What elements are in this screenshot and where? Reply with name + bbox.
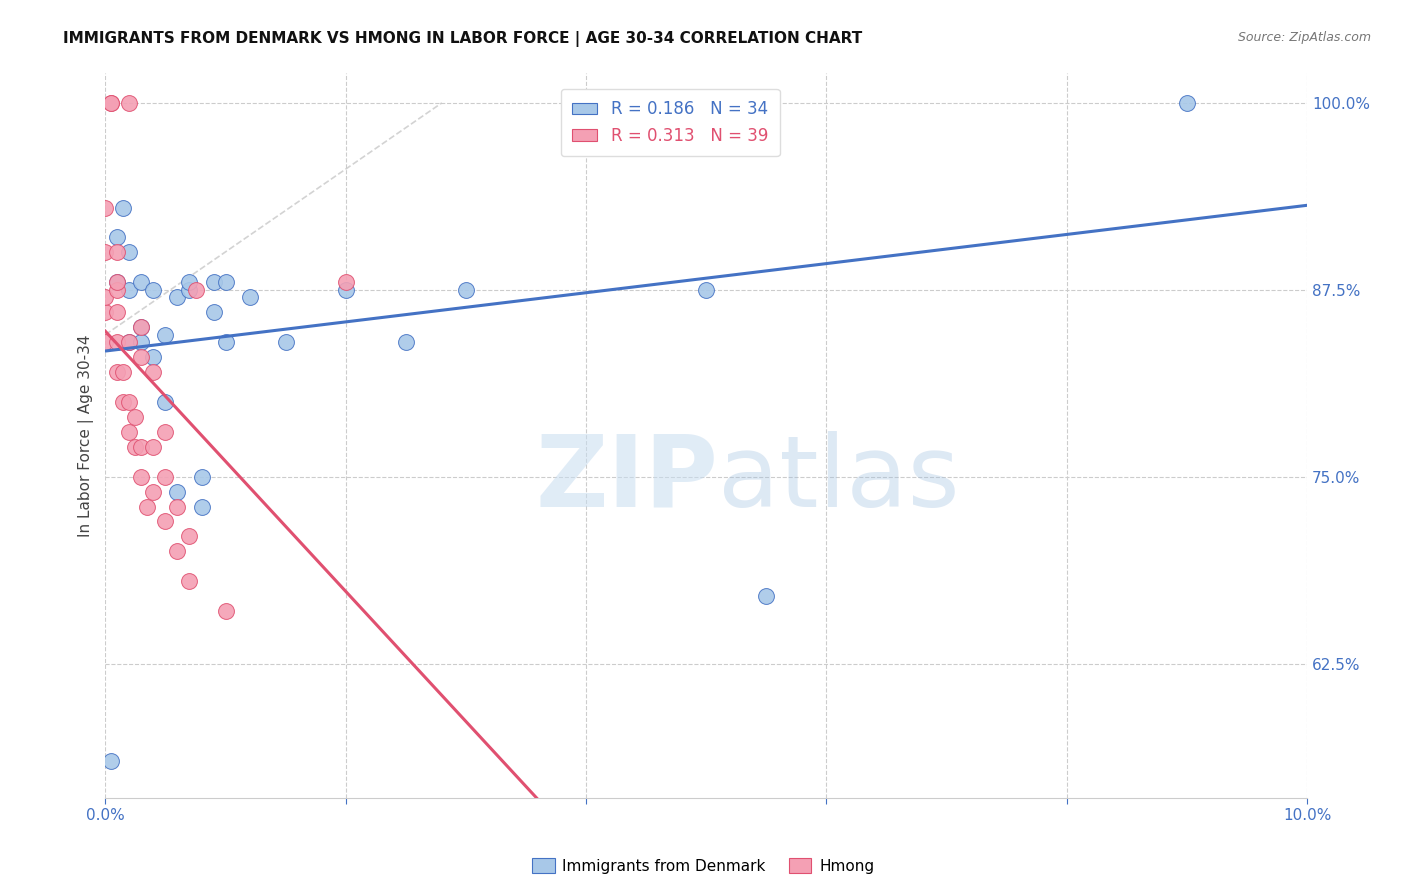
Point bbox=[118, 395, 141, 409]
Point bbox=[100, 95, 122, 110]
Point bbox=[94, 335, 117, 350]
Point bbox=[190, 469, 212, 483]
Point bbox=[131, 440, 153, 454]
Point bbox=[179, 574, 201, 589]
Point bbox=[100, 95, 122, 110]
Point bbox=[124, 440, 146, 454]
Text: IMMIGRANTS FROM DENMARK VS HMONG IN LABOR FORCE | AGE 30-34 CORRELATION CHART: IMMIGRANTS FROM DENMARK VS HMONG IN LABO… bbox=[63, 31, 862, 47]
Point bbox=[214, 604, 236, 618]
Point bbox=[239, 290, 262, 304]
Point bbox=[118, 283, 141, 297]
Point bbox=[105, 245, 128, 260]
Point bbox=[142, 350, 165, 364]
Point bbox=[184, 283, 207, 297]
Point bbox=[335, 283, 357, 297]
Point bbox=[155, 327, 177, 342]
Point bbox=[131, 275, 153, 289]
Point bbox=[179, 529, 201, 543]
Point bbox=[131, 320, 153, 334]
Point bbox=[755, 589, 778, 603]
Point bbox=[190, 500, 212, 514]
Point bbox=[105, 275, 128, 289]
Point bbox=[202, 275, 225, 289]
Point bbox=[155, 425, 177, 439]
Point bbox=[105, 365, 128, 379]
Point bbox=[105, 275, 128, 289]
Point bbox=[274, 335, 297, 350]
Point bbox=[695, 283, 717, 297]
Point bbox=[142, 283, 165, 297]
Legend: R = 0.186   N = 34, R = 0.313   N = 39: R = 0.186 N = 34, R = 0.313 N = 39 bbox=[561, 88, 780, 156]
Point bbox=[454, 283, 477, 297]
Point bbox=[131, 350, 153, 364]
Point bbox=[131, 335, 153, 350]
Point bbox=[214, 335, 236, 350]
Point bbox=[166, 500, 188, 514]
Point bbox=[131, 469, 153, 483]
Point bbox=[179, 275, 201, 289]
Point bbox=[142, 365, 165, 379]
Text: Source: ZipAtlas.com: Source: ZipAtlas.com bbox=[1237, 31, 1371, 45]
Point bbox=[155, 395, 177, 409]
Point bbox=[118, 245, 141, 260]
Point bbox=[142, 484, 165, 499]
Point bbox=[94, 201, 117, 215]
Point bbox=[136, 500, 159, 514]
Text: ZIP: ZIP bbox=[536, 431, 718, 527]
Point bbox=[112, 365, 135, 379]
Point bbox=[166, 290, 188, 304]
Point bbox=[155, 469, 177, 483]
Point bbox=[335, 275, 357, 289]
Point bbox=[105, 283, 128, 297]
Point bbox=[131, 320, 153, 334]
Point bbox=[118, 335, 141, 350]
Point bbox=[166, 544, 188, 558]
Point bbox=[142, 440, 165, 454]
Point bbox=[94, 245, 117, 260]
Point bbox=[395, 335, 418, 350]
Point bbox=[112, 201, 135, 215]
Point bbox=[94, 305, 117, 319]
Point bbox=[575, 95, 598, 110]
Legend: Immigrants from Denmark, Hmong: Immigrants from Denmark, Hmong bbox=[526, 852, 880, 880]
Point bbox=[1175, 95, 1198, 110]
Point bbox=[118, 335, 141, 350]
Point bbox=[202, 305, 225, 319]
Point bbox=[105, 230, 128, 244]
Point bbox=[112, 395, 135, 409]
Point bbox=[94, 290, 117, 304]
Point bbox=[166, 484, 188, 499]
Point bbox=[214, 275, 236, 289]
Point bbox=[155, 515, 177, 529]
Point bbox=[124, 409, 146, 424]
Text: atlas: atlas bbox=[718, 431, 960, 527]
Point bbox=[105, 305, 128, 319]
Point bbox=[100, 754, 122, 768]
Point bbox=[105, 335, 128, 350]
Y-axis label: In Labor Force | Age 30-34: In Labor Force | Age 30-34 bbox=[79, 334, 94, 537]
Point bbox=[118, 95, 141, 110]
Point bbox=[118, 425, 141, 439]
Point bbox=[179, 283, 201, 297]
